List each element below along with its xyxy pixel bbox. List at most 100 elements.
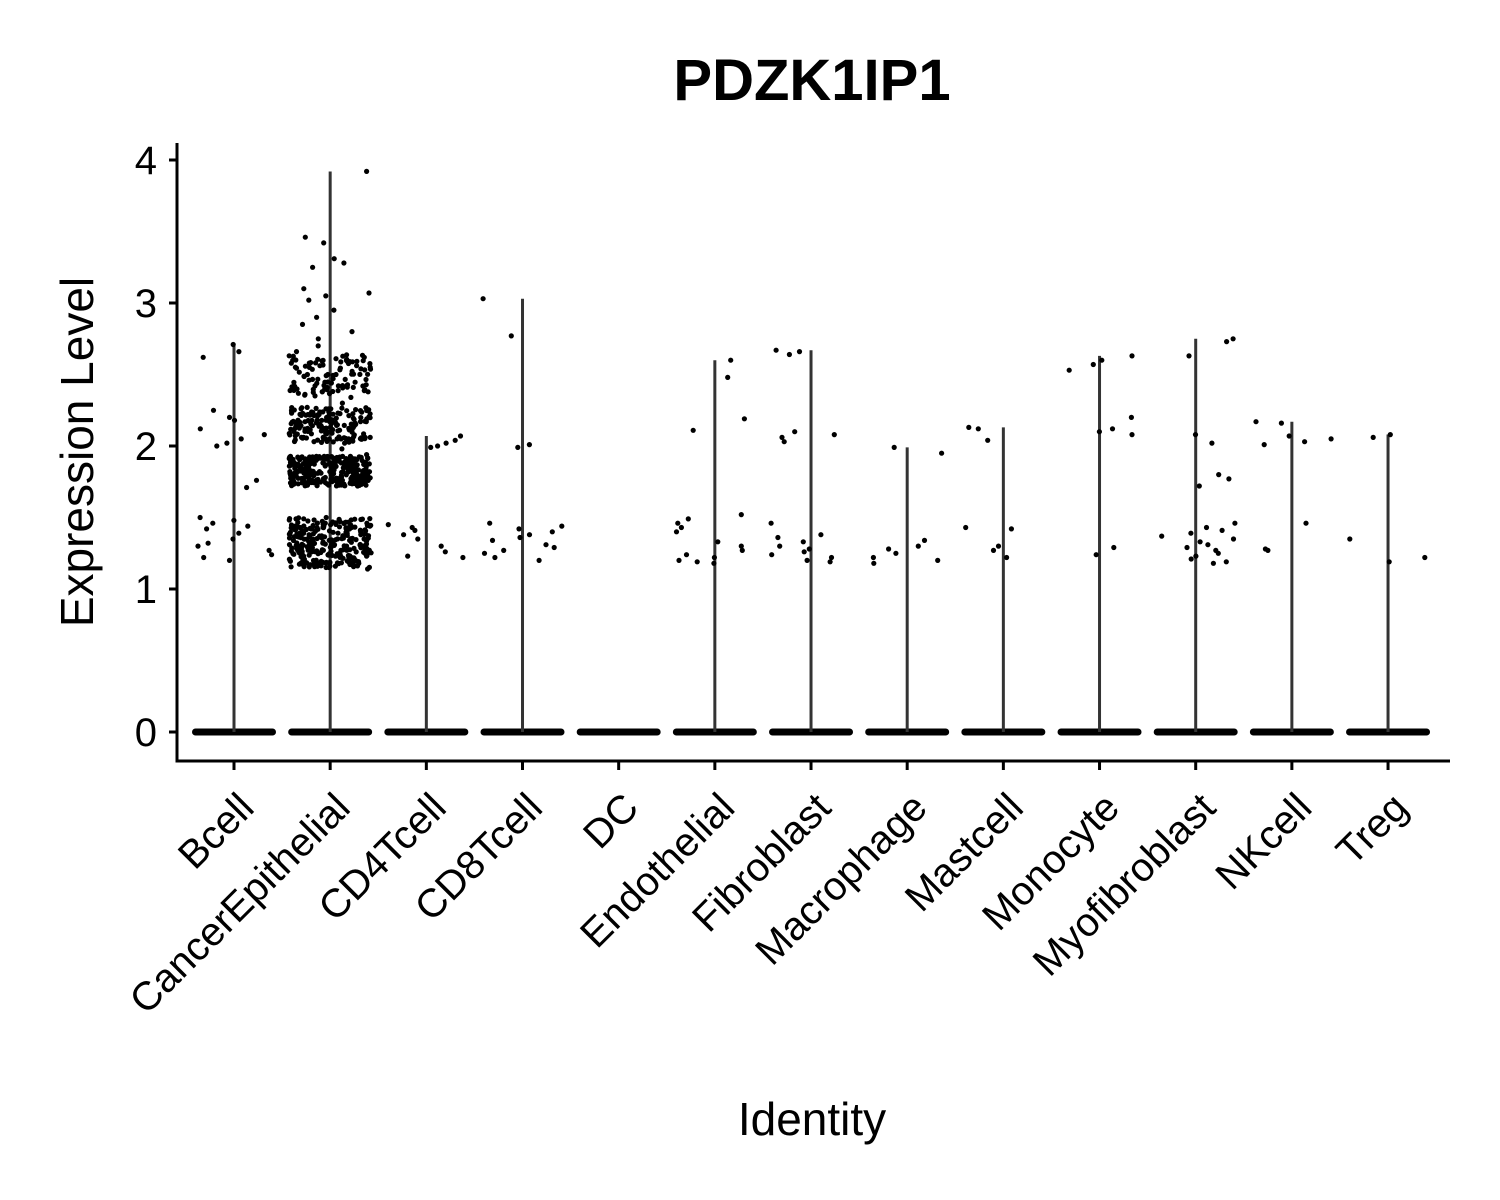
data-point [245,523,251,529]
data-point [963,524,969,531]
data-point [435,443,441,449]
data-point [230,341,236,348]
data-point [298,412,304,418]
data-point [363,376,369,383]
data-point [295,390,301,396]
data-point [314,520,320,526]
data-point [319,518,325,524]
violin-group [1153,336,1238,736]
data-point [1196,483,1202,489]
data-point [363,477,369,483]
data-point [412,527,418,534]
data-point [344,408,350,414]
data-point [224,440,230,446]
data-point [349,481,355,487]
data-point [347,453,353,459]
data-point [315,343,321,349]
data-point [333,521,339,528]
data-point [694,559,700,565]
data-point [304,404,310,410]
data-point [366,564,372,571]
data-point [769,552,775,558]
data-point [358,415,364,421]
data-point [516,526,522,532]
data-point [1387,432,1393,438]
data-point [336,434,342,440]
data-point [293,423,299,429]
data-point [828,554,835,561]
data-point [1224,339,1230,345]
y-tick-label: 4 [135,139,157,183]
data-point [1193,553,1199,559]
data-point [302,234,308,240]
data-point [526,442,533,448]
data-point [319,547,325,553]
x-tick-label: Treg [1328,785,1416,873]
data-point [690,427,696,433]
data-point [346,413,352,419]
data-point [489,537,496,544]
data-point [335,428,341,434]
data-point [293,349,300,355]
data-point [226,557,233,564]
data-point [195,543,201,549]
data-point [1205,542,1211,548]
data-point [323,373,329,379]
data-point [323,293,329,299]
data-point [364,168,370,174]
data-point [315,480,321,486]
data-point [1192,432,1199,438]
violin-group [576,728,661,736]
data-point [347,464,354,471]
data-point [354,563,361,569]
plot-area [192,168,1431,736]
data-point [559,523,565,529]
data-point [348,536,354,542]
data-point [353,407,359,413]
data-point [358,532,364,538]
violin-group [672,357,757,736]
data-point [921,537,928,544]
data-point [335,530,341,536]
data-point [292,364,298,370]
data-point [331,459,337,465]
data-point [741,416,748,422]
data-point [711,554,718,561]
data-point [301,536,307,542]
data-point [365,455,371,461]
violin-group [865,444,950,736]
y-tick-label: 1 [135,568,157,612]
data-point [442,549,448,555]
data-point [711,560,717,566]
data-point [517,534,523,541]
data-point [197,514,203,521]
y-axis-title: Expression Level [51,277,103,627]
data-point [291,379,297,385]
data-point [318,455,324,461]
data-point [341,464,348,470]
data-point [304,371,310,378]
data-point [312,549,318,555]
data-point [238,436,244,442]
data-point [443,440,449,446]
data-point [339,405,345,411]
data-point [1109,426,1116,432]
data-point [354,363,360,369]
violin-group [1057,353,1142,736]
data-point [301,434,307,440]
data-point [1159,533,1165,539]
data-point [1226,476,1232,482]
data-point [1219,527,1225,534]
data-point [526,532,533,538]
data-point [1347,536,1353,542]
data-point [818,532,824,538]
data-point [253,477,260,483]
data-point [331,307,337,313]
data-point [328,468,334,474]
data-point [328,463,334,469]
data-point [350,411,356,417]
data-point [1253,419,1259,425]
data-point [292,437,298,443]
data-point [290,353,296,359]
